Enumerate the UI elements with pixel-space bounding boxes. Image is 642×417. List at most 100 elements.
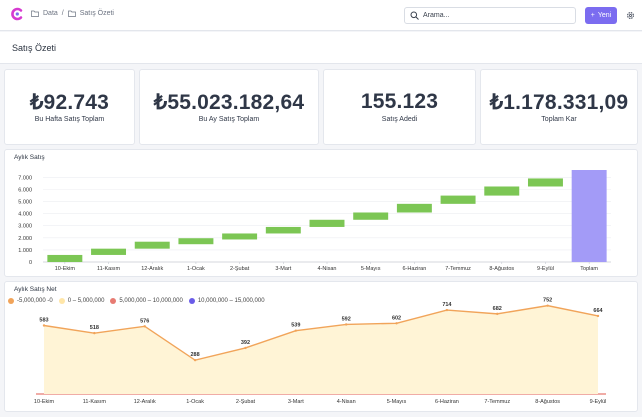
page-title: Satış Özeti	[12, 43, 57, 53]
x-tick-label: 11-Kasım	[83, 399, 107, 405]
legend-label: -5,000,000 -0	[17, 298, 53, 304]
legend-label: 5,000,000 – 10,000,000	[119, 298, 183, 304]
data-label: 576	[140, 318, 149, 324]
x-tick-label: 3-Mart	[288, 399, 304, 405]
data-point	[42, 324, 46, 327]
page-header: Satış Özeti	[0, 32, 642, 64]
x-tick-label: 7-Temmuz	[445, 266, 471, 272]
stat-card-sales-count: 155.123 Satış Adedi	[323, 69, 476, 145]
y-tick-label: 7.000	[18, 175, 32, 181]
x-tick-label: 8-Ağustos	[535, 399, 560, 405]
search-input[interactable]: Arama...	[404, 7, 576, 24]
breadcrumb-separator: /	[61, 10, 64, 17]
x-tick-label: 2-Şubat	[236, 399, 256, 405]
x-tick-label: Toplam	[580, 266, 598, 272]
data-point	[546, 304, 549, 307]
waterfall-bar	[396, 203, 432, 213]
waterfall-bar	[47, 254, 83, 262]
waterfall-bar	[265, 226, 301, 234]
data-label: 392	[241, 340, 250, 346]
x-tick-label: 3-Mart	[275, 266, 291, 272]
x-tick-label: 12-Aralık	[141, 266, 163, 272]
stat-label: Satış Adedi	[381, 116, 418, 123]
data-point	[93, 331, 96, 335]
top-bar: Data / Satış Özeti Arama... + Yeni	[0, 0, 642, 31]
chart-legend: -5,000,000 -0 0 – 5,000,000 5,000,000 – …	[8, 298, 265, 304]
x-tick-label: 2-Şubat	[230, 266, 250, 272]
legend-swatch	[8, 298, 14, 304]
legend-label: 10,000,000 – 15,000,000	[197, 298, 265, 304]
y-tick-label: 2.000	[18, 236, 32, 242]
x-tick-label: 10-Ekim	[34, 399, 55, 405]
data-point	[143, 325, 146, 328]
chart-title: Aylık Satış Net	[14, 286, 57, 293]
data-point	[294, 329, 298, 332]
new-button-label: Yeni	[597, 12, 612, 19]
data-point	[596, 314, 600, 318]
data-label: 518	[90, 325, 99, 331]
waterfall-bar	[484, 186, 520, 196]
total-bar	[571, 170, 607, 262]
chart-title: Aylık Satış	[14, 154, 45, 161]
data-point	[445, 308, 449, 312]
data-label: 602	[392, 315, 401, 321]
y-tick-label: 4.000	[18, 212, 32, 218]
legend-item[interactable]: 5,000,000 – 10,000,000	[110, 298, 183, 304]
stat-label: Toplam Kar	[541, 116, 577, 123]
legend-swatch	[58, 298, 65, 304]
breadcrumb-current[interactable]: Satış Özeti	[79, 10, 114, 17]
legend-item[interactable]: 10,000,000 – 15,000,000	[188, 298, 265, 304]
x-tick-label: 5-Mayıs	[361, 266, 381, 272]
legend-label: 0 – 5,000,000	[67, 298, 105, 304]
folder-icon	[31, 10, 39, 17]
area-line	[43, 304, 599, 361]
x-tick-label: 9-Eylül	[590, 399, 607, 405]
x-tick-label: 7-Temmuz	[484, 399, 510, 405]
monthly-net-chart: 583 10-Ekim 518 11-Kasım 576 12-Aralık 288 1-Oc…	[34, 298, 607, 405]
search-icon	[410, 11, 419, 20]
breadcrumb-root[interactable]: Data	[43, 10, 58, 17]
plus-icon: +	[590, 12, 595, 19]
stat-value: ₺1.178.331,09	[489, 91, 629, 114]
y-tick-label: 6.000	[18, 187, 32, 193]
data-label: 752	[543, 298, 552, 304]
app-logo-icon[interactable]	[10, 7, 24, 21]
folder-icon	[67, 10, 76, 17]
data-label: 664	[593, 308, 603, 314]
breadcrumb: Data / Satış Özeti	[31, 10, 114, 17]
waterfall-bar	[309, 219, 345, 227]
legend-swatch	[110, 298, 117, 304]
gear-icon[interactable]	[626, 11, 635, 20]
stat-label: Bu Ay Satış Toplam	[198, 116, 260, 123]
waterfall-bar	[178, 238, 214, 245]
stat-label: Bu Hafta Satış Toplam	[34, 116, 105, 123]
monthly-sales-chart: 0 1.000 2.000 3.000 4.000 5.000 6.000 7.000 10-E…	[18, 170, 611, 272]
new-button[interactable]: + Yeni	[585, 7, 617, 24]
x-tick-label: 10-Ekim	[55, 266, 76, 272]
monthly-sales-panel: Aylık Satış 0 1.000 2.000 3.000 4.000 5.000 6.…	[4, 149, 638, 277]
data-label: 288	[190, 352, 199, 358]
waterfall-bar	[353, 212, 389, 220]
x-tick-label: 1-Ocak	[186, 399, 204, 405]
y-tick-label: 3.000	[18, 224, 32, 230]
waterfall-bar	[91, 248, 127, 255]
area-fill	[44, 305, 598, 394]
x-tick-label: 9-Eylül	[537, 266, 554, 272]
stat-value: ₺92.743	[30, 91, 109, 114]
x-tick-label: 8-Ağustos	[489, 266, 514, 272]
stat-value: ₺55.023.182,64	[153, 91, 305, 114]
data-label: 539	[291, 323, 300, 329]
waterfall-bar	[134, 241, 170, 249]
y-tick-label: 1.000	[18, 248, 32, 254]
data-point	[193, 358, 197, 362]
legend-item[interactable]: 0 – 5,000,000	[58, 298, 105, 304]
legend-item[interactable]: -5,000,000 -0	[8, 298, 53, 304]
data-point	[244, 346, 247, 350]
y-tick-label: 0	[29, 260, 32, 266]
x-tick-label: 4-Nisan	[318, 266, 337, 272]
x-tick-label: 1-Ocak	[187, 266, 205, 272]
y-tick-label: 5.000	[18, 199, 32, 205]
waterfall-bar	[527, 178, 563, 187]
x-tick-label: 6-Haziran	[402, 266, 426, 272]
